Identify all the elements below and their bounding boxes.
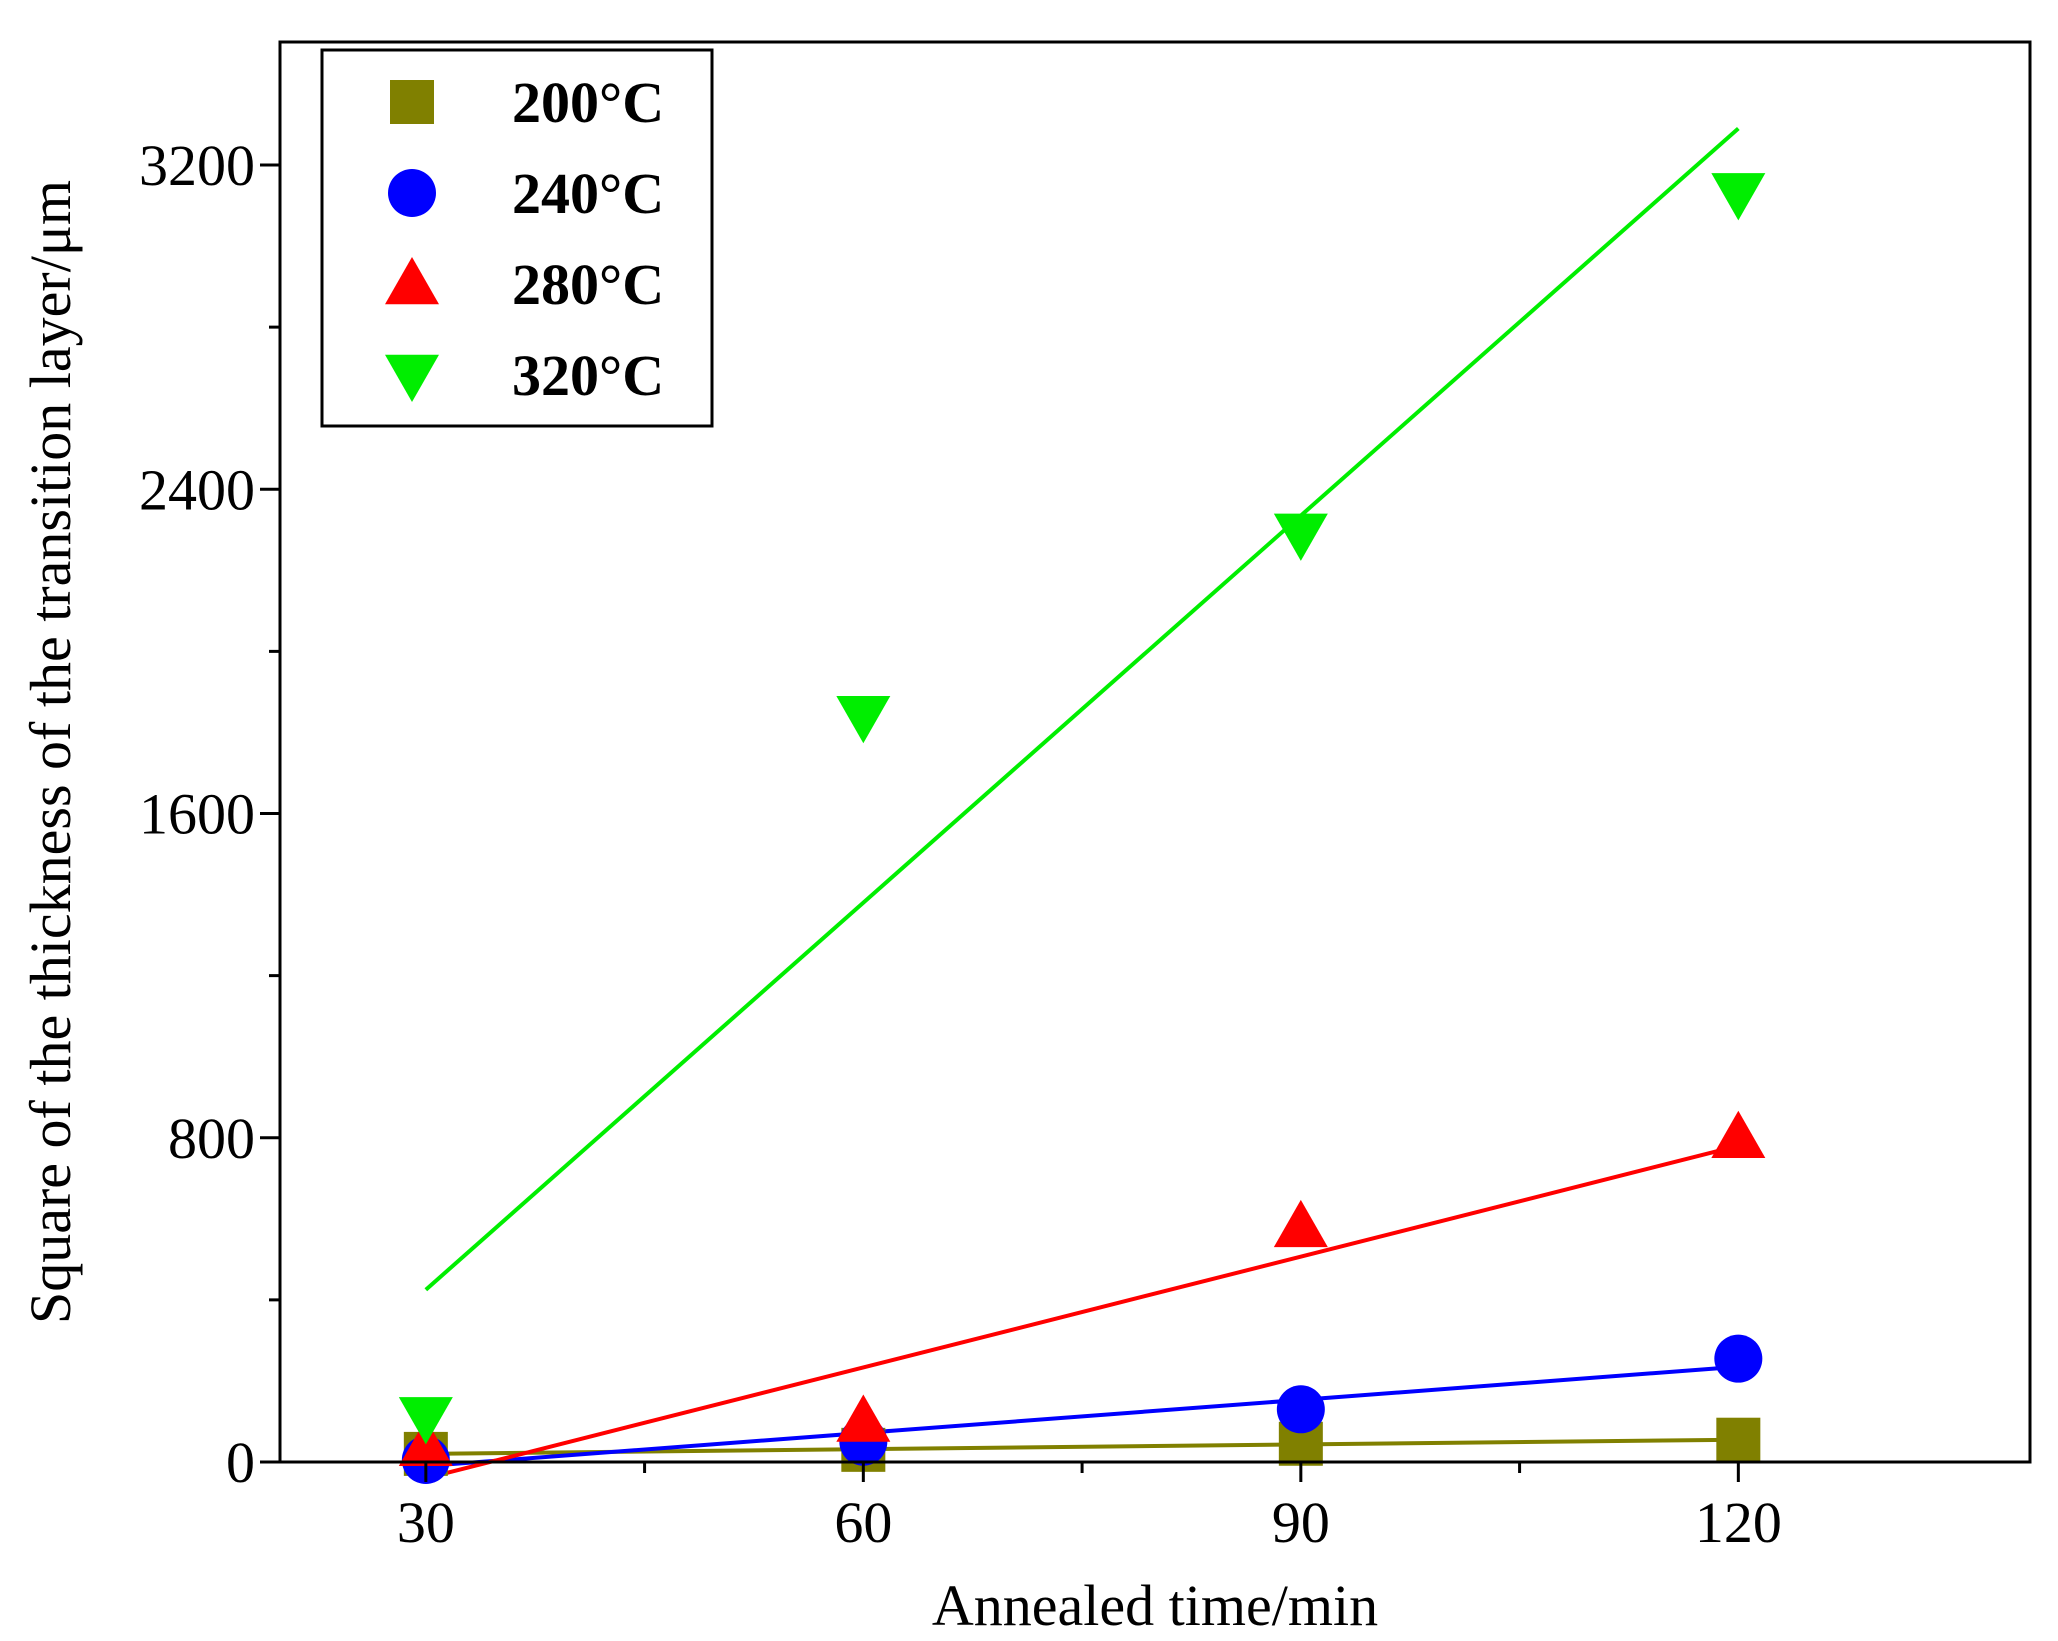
y-axis-title: Square of the thickness of the transitio… bbox=[18, 180, 83, 1324]
legend-marker-3 bbox=[385, 354, 439, 402]
legend-label-1: 240°C bbox=[512, 161, 664, 226]
legend-marker-1 bbox=[388, 169, 436, 217]
data-point-s3-p2 bbox=[1273, 513, 1328, 561]
fit-lines bbox=[424, 127, 1740, 1481]
y-tick-label: 1600 bbox=[139, 782, 255, 847]
y-tick-label: 800 bbox=[168, 1106, 255, 1171]
legend: 200°C 240°C 280°C 320°C bbox=[320, 48, 714, 428]
y-tick-label: 2400 bbox=[139, 457, 255, 522]
fit-line-1 bbox=[425, 1364, 1739, 1469]
fit-line-3 bbox=[424, 127, 1740, 1292]
fit-line-2 bbox=[425, 1143, 1739, 1481]
legend-label-0: 200°C bbox=[512, 70, 664, 135]
x-axis-title: Annealed time/min bbox=[932, 1573, 1378, 1638]
legend-box bbox=[320, 48, 714, 428]
data-point-s2-p3 bbox=[1711, 1110, 1766, 1158]
x-tick-label: 90 bbox=[1272, 1490, 1330, 1555]
y-tick-label: 0 bbox=[226, 1430, 255, 1495]
data-markers bbox=[398, 173, 1766, 1484]
y-tick-label: 3200 bbox=[139, 133, 255, 198]
x-tick-label: 30 bbox=[397, 1490, 455, 1555]
x-tick-label: 60 bbox=[834, 1490, 892, 1555]
legend-marker-0 bbox=[390, 80, 434, 124]
y-axis: 0 800 1600 2400 3200 bbox=[139, 133, 280, 1495]
data-point-s0-p3 bbox=[1716, 1417, 1761, 1462]
data-point-s1-p3 bbox=[1714, 1334, 1763, 1383]
legend-label-2: 280°C bbox=[512, 252, 664, 317]
fit-line-0 bbox=[425, 1437, 1739, 1456]
data-point-s2-p2 bbox=[1273, 1199, 1328, 1248]
x-axis: 30 60 90 120 bbox=[397, 1462, 1782, 1555]
data-point-s2-p1 bbox=[836, 1394, 891, 1442]
legend-marker-2 bbox=[385, 257, 439, 305]
x-tick-label: 120 bbox=[1695, 1490, 1782, 1555]
data-point-s3-p0 bbox=[398, 1397, 453, 1445]
plot-frame bbox=[278, 40, 2032, 1464]
data-point-s3-p3 bbox=[1711, 173, 1766, 221]
legend-label-3: 320°C bbox=[512, 343, 664, 408]
data-point-s3-p1 bbox=[836, 695, 891, 744]
data-point-s1-p2 bbox=[1276, 1385, 1325, 1434]
